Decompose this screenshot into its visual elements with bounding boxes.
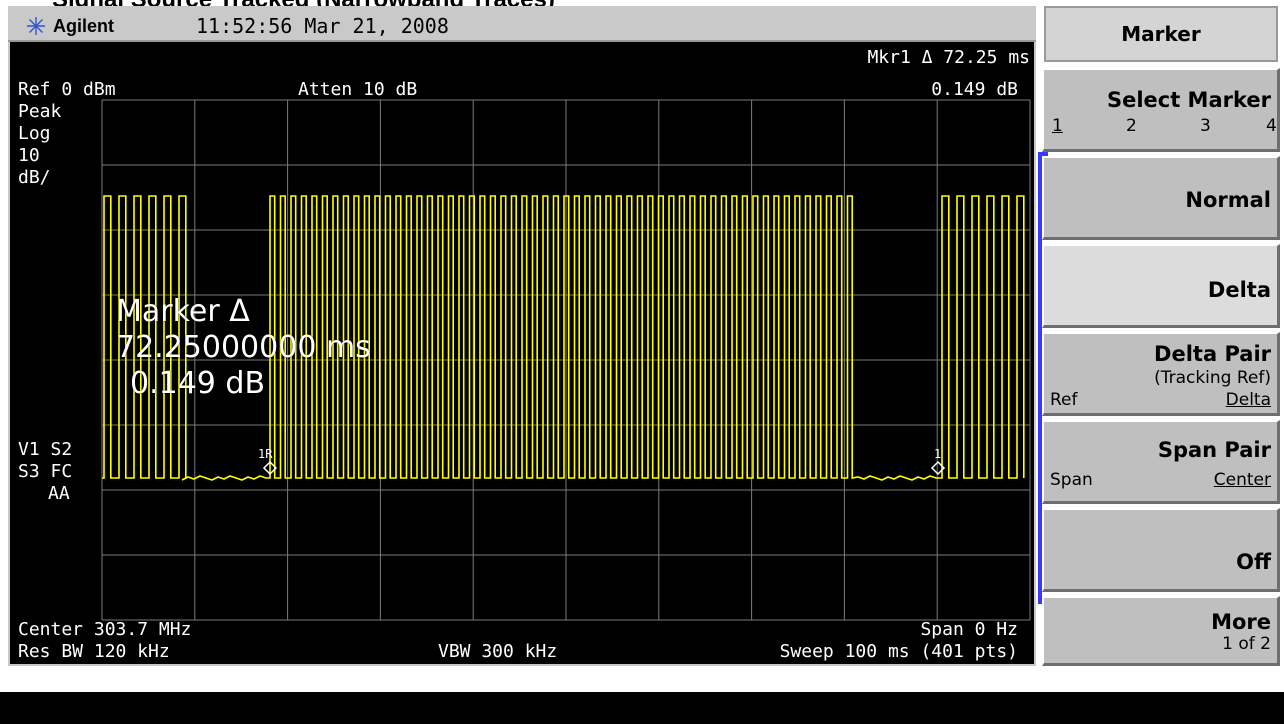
more-label: More bbox=[1211, 610, 1271, 634]
select-marker-button[interactable]: Select Marker 1 2 3 4 bbox=[1042, 68, 1280, 152]
marker-box-value: 0.149 dB bbox=[130, 366, 266, 401]
center-frequency: Center 303.7 MHz bbox=[18, 619, 192, 640]
delta-pair-button[interactable]: Delta Pair (Tracking Ref) Ref Delta bbox=[1042, 332, 1280, 416]
select-marker-option-3: 3 bbox=[1200, 116, 1211, 136]
off-button[interactable]: Off bbox=[1042, 508, 1280, 592]
resolution-bandwidth: Res BW 120 kHz bbox=[18, 641, 170, 662]
off-label: Off bbox=[1236, 550, 1271, 574]
marker-1r-label: 1R bbox=[258, 447, 273, 461]
select-marker-option-2: 2 bbox=[1126, 116, 1137, 136]
date-time: 11:52:56 Mar 21, 2008 bbox=[196, 14, 449, 38]
instrument-header: Agilent 11:52:56 Mar 21, 2008 bbox=[8, 6, 1036, 42]
span-pair-label: Span Pair bbox=[1157, 438, 1271, 462]
span: Span 0 Hz bbox=[920, 619, 1018, 640]
menu-title: Marker bbox=[1044, 6, 1278, 62]
scale-value: 10 bbox=[18, 145, 40, 166]
marker-readout: Mkr1 Δ 72.25 ms bbox=[867, 47, 1030, 68]
delta-marker: 1 bbox=[930, 447, 946, 476]
marker-box-time: 72.25000000 ms bbox=[116, 330, 371, 365]
attenuation: Atten 10 dB bbox=[298, 79, 418, 100]
scale-unit: dB/ bbox=[18, 167, 51, 188]
agilent-logo-icon bbox=[27, 17, 45, 35]
delta-button[interactable]: Delta bbox=[1042, 244, 1280, 328]
delta-label: Delta bbox=[1207, 278, 1271, 302]
delta-pair-label: Delta Pair bbox=[1154, 342, 1271, 366]
normal-button[interactable]: Normal bbox=[1042, 156, 1280, 240]
marker-1-label: 1 bbox=[934, 447, 941, 461]
brand-name: Agilent bbox=[53, 16, 114, 36]
sweep-time: Sweep 100 ms (401 pts) bbox=[779, 641, 1018, 662]
more-button[interactable]: More 1 of 2 bbox=[1042, 596, 1280, 666]
span-pair-center: Center bbox=[1213, 470, 1271, 490]
reference-level: Ref 0 dBm bbox=[18, 79, 116, 100]
span-pair-span: Span bbox=[1050, 470, 1093, 490]
span-pair-button[interactable]: Span Pair Span Center bbox=[1042, 420, 1280, 504]
marker-box-title: Marker Δ bbox=[116, 294, 250, 329]
status-line-3: AA bbox=[48, 483, 70, 504]
select-marker-option-4: 4 bbox=[1266, 116, 1277, 136]
scale-type: Log bbox=[18, 123, 51, 144]
reference-marker: 1R bbox=[258, 447, 278, 476]
delta-pair-ref: Ref bbox=[1050, 390, 1078, 410]
detector-mode: Peak bbox=[18, 101, 62, 122]
delta-pair-sub: (Tracking Ref) bbox=[1154, 368, 1271, 388]
status-line-2: S3 FC bbox=[18, 461, 73, 482]
status-line-1: V1 S2 bbox=[18, 439, 73, 460]
more-page: 1 of 2 bbox=[1222, 634, 1271, 654]
signal-trace bbox=[102, 195, 1025, 481]
select-marker-option-1: 1 bbox=[1052, 116, 1063, 136]
marker-value: 0.149 dB bbox=[931, 79, 1018, 100]
select-marker-label: Select Marker bbox=[1106, 88, 1271, 112]
video-bandwidth: VBW 300 kHz bbox=[438, 641, 558, 662]
trace-display: 1R 1 bbox=[101, 99, 1031, 621]
status-bar bbox=[0, 692, 1284, 724]
delta-pair-delta: Delta bbox=[1225, 390, 1271, 410]
normal-label: Normal bbox=[1185, 188, 1271, 212]
